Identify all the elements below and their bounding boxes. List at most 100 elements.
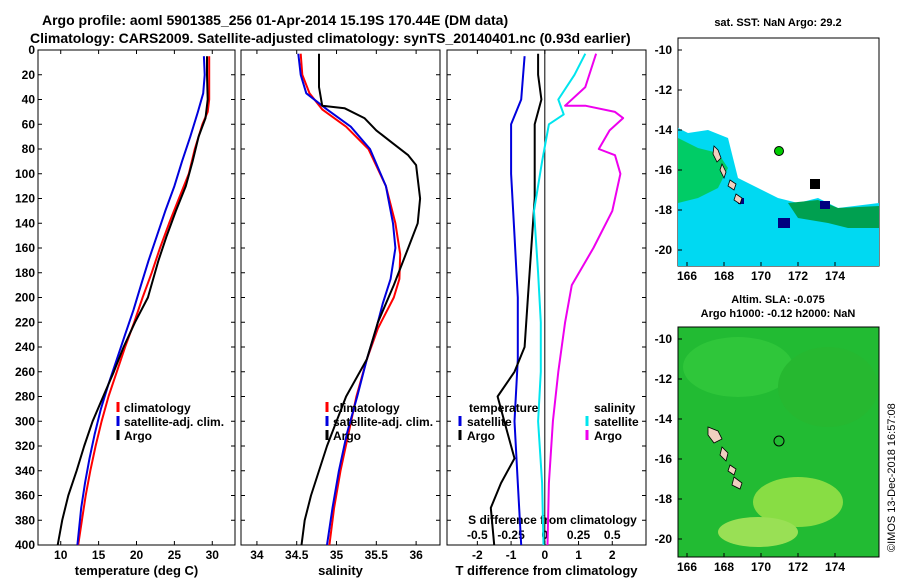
y-tick-label: 80 <box>22 142 36 156</box>
series-line-argo <box>56 56 209 546</box>
argo-position-marker <box>774 146 784 156</box>
map-y-tick-label: -18 <box>655 492 673 506</box>
y-tick-label: 240 <box>15 340 35 354</box>
y-tick-label: 160 <box>15 241 35 255</box>
map-y-tick-label: -14 <box>655 412 673 426</box>
sla-map: Altim. SLA: -0.075 Argo h1000: -0.12 h20… <box>655 294 880 574</box>
x-tick-label: 35 <box>330 548 344 562</box>
sst-navy-cell <box>820 201 830 209</box>
difference-panel: -2 -1 0 1 2 -0.5 -0.25 0 0.25 0.5S difference fro… <box>446 49 647 578</box>
y-tick-label: 300 <box>15 414 35 428</box>
map-x-tick-label: 174 <box>825 560 845 574</box>
sst-green-region-south <box>788 200 879 228</box>
series-line-t-satellite <box>510 56 526 546</box>
y-tick-label: 120 <box>15 192 35 206</box>
y-tick-label: 260 <box>15 365 35 379</box>
s-tick-label: -0.5 <box>467 528 488 542</box>
island-shape <box>727 464 737 476</box>
legend-label: satellite <box>467 415 512 429</box>
series-line-s-argo <box>546 53 625 546</box>
x-tick-label: 0 <box>541 548 548 562</box>
sst-black-cell <box>810 179 820 189</box>
s-tick-label: 0.5 <box>604 528 621 542</box>
legend-label: Argo <box>333 429 361 443</box>
salinity-panel: 34 34.5 35 35.5 36 salinity climatologysatelli… <box>240 49 441 578</box>
map-y-tick-label: -10 <box>655 332 673 346</box>
y-tick-label: 40 <box>22 93 36 107</box>
island-shape <box>712 145 722 163</box>
sst-navy-cell <box>778 218 790 228</box>
series-line-s-satellite <box>533 53 587 546</box>
s-tick-label: 0 <box>541 528 548 542</box>
x-tick-label: -2 <box>472 548 483 562</box>
x-tick-label: 1 <box>575 548 582 562</box>
x-tick-label: 36 <box>409 548 423 562</box>
s-tick-label: 0.25 <box>567 528 591 542</box>
map-x-tick-label: 170 <box>751 560 771 574</box>
x-tick-label: 15 <box>92 548 106 562</box>
map-x-tick-label: 166 <box>677 269 697 283</box>
x-tick-label: 20 <box>130 548 144 562</box>
sla-field <box>778 347 878 427</box>
x-axis-label: T difference from climatology <box>455 563 638 578</box>
x-tick-label: 34.5 <box>285 548 309 562</box>
map-y-tick-label: -16 <box>655 452 673 466</box>
series-line-climatology <box>299 53 402 546</box>
map-x-tick-label: 172 <box>788 560 808 574</box>
map-x-tick-label: 168 <box>714 560 734 574</box>
sla-high-anomaly <box>753 477 843 527</box>
legend-label: satellite <box>594 415 639 429</box>
plot-title-line2: Climatology: CARS2009. Satellite-adjuste… <box>30 30 631 46</box>
sla-high-anomaly <box>718 517 798 547</box>
sla-map-title1: Altim. SLA: -0.075 <box>731 294 825 306</box>
legend-label: satellite-adj. clim. <box>124 415 224 429</box>
series-line-t-argo <box>489 53 543 546</box>
legend-label: climatology <box>333 401 400 415</box>
plot-title-line1: Argo profile: aoml 5901385_256 01-Apr-20… <box>42 12 509 28</box>
legend-label: Argo <box>124 429 152 443</box>
y-tick-label: 380 <box>15 513 35 527</box>
sla-field <box>683 337 793 397</box>
legend-label: climatology <box>124 401 191 415</box>
y-tick-label: 320 <box>15 439 35 453</box>
y-tick-label: 220 <box>15 315 35 329</box>
y-tick-label: 400 <box>15 538 35 552</box>
x-tick-label: 35.5 <box>365 548 389 562</box>
map-y-tick-label: -12 <box>655 83 673 97</box>
y-tick-label: 180 <box>15 266 35 280</box>
y-tick-label: 20 <box>22 68 36 82</box>
island-shape <box>707 426 723 444</box>
x-tick-label: 34 <box>250 548 264 562</box>
map-y-tick-label: -14 <box>655 123 673 137</box>
s-tick-label: -0.25 <box>497 528 525 542</box>
island-shape <box>727 179 737 191</box>
island-shape <box>719 446 729 462</box>
map-x-tick-label: 172 <box>788 269 808 283</box>
x-tick-label: 2 <box>609 548 616 562</box>
x-tick-label: 10 <box>54 548 68 562</box>
series-line-argo <box>300 53 422 546</box>
sst-map: sat. SST: NaN Argo: 29.2 166 168 170 172 174… <box>655 17 880 283</box>
island-shape <box>719 162 727 180</box>
y-tick-label: 0 <box>28 43 35 57</box>
sla-x-ticks: 166 168 170 172 174 <box>677 553 845 574</box>
map-y-tick-label: -12 <box>655 372 673 386</box>
map-x-tick-label: 166 <box>677 560 697 574</box>
legend-label: Argo <box>594 429 622 443</box>
s-axis-label: S difference from climatology <box>468 513 637 527</box>
map-y-tick-label: -10 <box>655 43 673 57</box>
sla-y-ticks: -10 -12 -14 -16 -18 -20 <box>655 332 682 546</box>
map-x-tick-label: 168 <box>714 269 734 283</box>
y-tick-label: 100 <box>15 167 35 181</box>
imos-credit: ©IMOS 13-Dec-2018 16:57:08 <box>886 403 898 552</box>
map-y-tick-label: -16 <box>655 163 673 177</box>
y-tick-label: 200 <box>15 291 35 305</box>
y-tick-label: 140 <box>15 216 35 230</box>
y-tick-label: 340 <box>15 464 35 478</box>
temperature-panel: 0 20 40 60 80 100 120 140 160 180 200 220 240 260 280 3… <box>15 43 236 578</box>
sst-map-title: sat. SST: NaN Argo: 29.2 <box>714 17 841 29</box>
island-shape <box>733 193 743 205</box>
map-y-tick-label: -20 <box>655 532 673 546</box>
legend-title: temperature <box>469 401 539 415</box>
